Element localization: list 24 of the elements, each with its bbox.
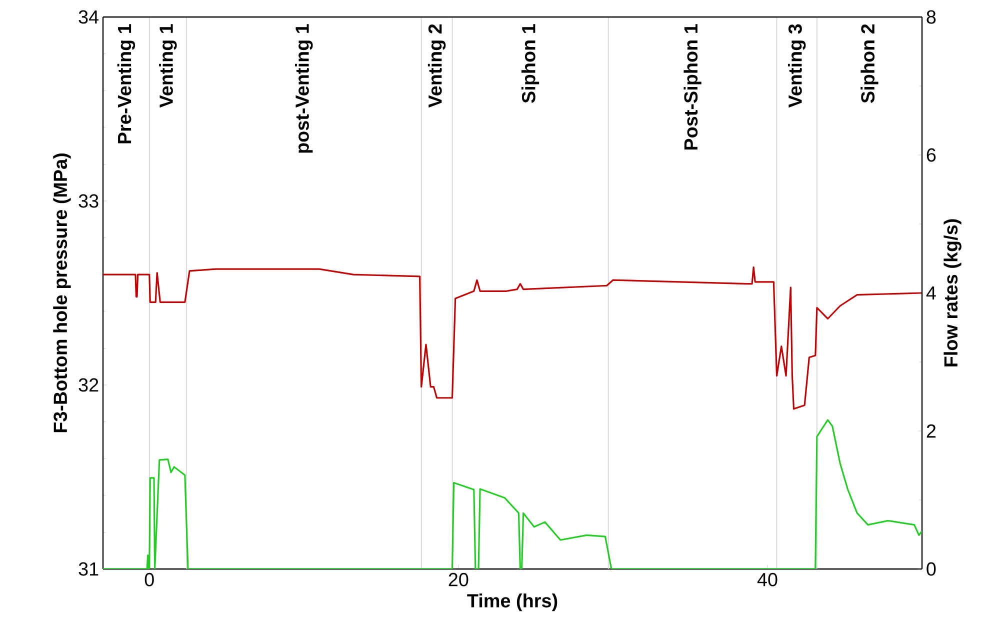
x-tick-label: 0: [144, 572, 154, 586]
y-tick-label: 31: [78, 562, 98, 576]
line-series: [102, 266, 923, 410]
y-tick-label: 34: [78, 10, 99, 24]
annotation: Venting 2: [428, 24, 446, 108]
annotation: Venting 3: [788, 24, 806, 108]
y2-axis-title: Flow rates (kg/s): [944, 219, 962, 366]
y2-tick-label: 4: [926, 286, 936, 300]
x-tick-label: 20: [448, 572, 468, 586]
annotation: Venting 1: [159, 24, 177, 108]
y2-tick-label: 2: [926, 424, 936, 438]
x-axis-title: Time (hrs): [467, 594, 558, 612]
annotation: post-Venting 1: [295, 24, 313, 153]
y2-tick-label: 6: [926, 148, 936, 162]
y-axis-title: F3-Bottom hole pressure (MPa): [53, 154, 71, 432]
annotation: Pre-Venting 1: [117, 24, 136, 144]
annotation: Post-Siphon 1: [684, 24, 702, 150]
annotation: Siphon 1: [521, 24, 540, 103]
y-tick-label: 33: [78, 194, 98, 208]
y2-tick-label: 0: [926, 562, 936, 576]
x-tick-label: 40: [757, 572, 778, 586]
y2-tick-label: 8: [926, 10, 936, 24]
y-tick-label: 32: [78, 378, 98, 392]
annotation: Siphon 2: [860, 24, 878, 103]
